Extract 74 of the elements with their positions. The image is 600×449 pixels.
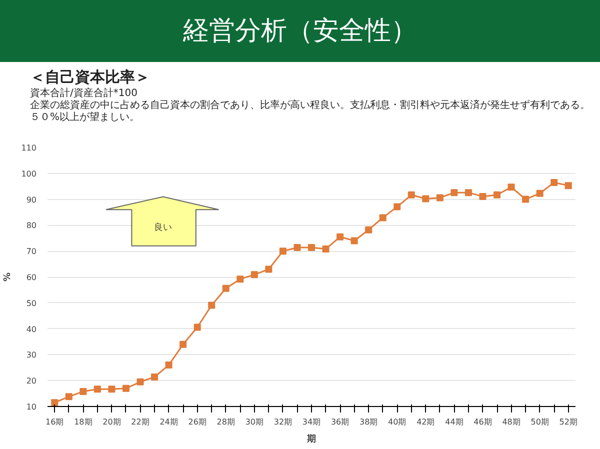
x-tick-label: 20期 bbox=[102, 418, 121, 426]
x-tick-label: 26期 bbox=[188, 418, 206, 426]
x-tick-label: 32期 bbox=[274, 418, 292, 426]
point bbox=[279, 248, 286, 255]
point bbox=[194, 324, 201, 331]
point bbox=[236, 276, 244, 283]
y-tick-label: 90 bbox=[26, 195, 37, 204]
point bbox=[464, 189, 472, 196]
x-tick-label: 16期 bbox=[46, 418, 64, 426]
point bbox=[294, 244, 301, 251]
text: 資本合計/資産合計*100 bbox=[30, 88, 138, 100]
point bbox=[208, 302, 216, 309]
point bbox=[408, 191, 415, 198]
point bbox=[350, 237, 358, 244]
x-tick-label: 40期 bbox=[388, 418, 406, 426]
y-tick-label: 60 bbox=[26, 273, 37, 282]
x-tick-label: 34期 bbox=[302, 418, 321, 426]
point bbox=[51, 399, 58, 406]
point bbox=[65, 393, 72, 400]
point bbox=[250, 271, 258, 278]
x-tick-label: 44期 bbox=[445, 418, 464, 426]
x-tick-label: 42期 bbox=[416, 418, 435, 426]
y-tick-label: 110 bbox=[21, 144, 37, 152]
text: 企業の総資産の中に占める自己資本の割合であり、比率が高い程良い。支払利息・割引料や元本返済が発生せず有利である。５０%以上が望ましい。 bbox=[30, 100, 590, 124]
y-tick-label: 100 bbox=[21, 169, 37, 178]
point bbox=[394, 203, 401, 210]
x-tick-label: 28期 bbox=[216, 418, 235, 426]
chart-title: 経営分析（安全性） bbox=[183, 15, 417, 48]
point bbox=[508, 184, 515, 191]
point bbox=[422, 195, 430, 202]
y-tick-label: 20 bbox=[26, 376, 37, 386]
point bbox=[494, 191, 501, 198]
chart-subtitle: ＜自己資本比率＞ bbox=[30, 67, 151, 88]
y-tick-label: 80 bbox=[26, 221, 37, 230]
point bbox=[479, 192, 486, 200]
point bbox=[165, 362, 172, 369]
x-tick-label: 52期 bbox=[559, 418, 578, 426]
point bbox=[80, 388, 87, 395]
y-tick-label: 10 bbox=[26, 402, 37, 412]
x-tick-label: 46期 bbox=[474, 418, 492, 426]
point bbox=[122, 384, 130, 392]
y-tick-label: 30 bbox=[26, 350, 37, 360]
point bbox=[379, 214, 386, 222]
point bbox=[180, 340, 187, 348]
point bbox=[308, 244, 315, 251]
x-tick-label: 22期 bbox=[131, 418, 150, 426]
x-tick-label: 18期 bbox=[74, 418, 92, 426]
x-tick-label: 50期 bbox=[530, 418, 549, 426]
point bbox=[564, 182, 572, 190]
point bbox=[108, 386, 116, 393]
x-tick-label: 24期 bbox=[160, 418, 178, 426]
point bbox=[222, 284, 230, 292]
point bbox=[265, 266, 272, 273]
point bbox=[322, 246, 330, 253]
annotation: 良い bbox=[154, 222, 172, 233]
point bbox=[151, 373, 158, 380]
y-tick-label: 50 bbox=[26, 298, 37, 308]
y-axis-title: % bbox=[3, 272, 14, 282]
point bbox=[550, 178, 558, 186]
point bbox=[136, 378, 144, 386]
x-tick-label: 36期 bbox=[330, 418, 350, 426]
point bbox=[450, 189, 458, 196]
y-tick-label: 40 bbox=[26, 324, 37, 334]
x-tick-label: 38期 bbox=[359, 418, 378, 426]
point bbox=[536, 190, 544, 197]
y-tick-label: 70 bbox=[26, 247, 37, 256]
point bbox=[522, 196, 530, 203]
x-tick-label: 48期 bbox=[502, 418, 520, 426]
x-tick-label: 30期 bbox=[245, 418, 264, 426]
point bbox=[436, 194, 444, 202]
point bbox=[94, 386, 101, 393]
point bbox=[365, 226, 372, 234]
x-axis-title: 期 bbox=[306, 434, 316, 444]
point bbox=[336, 233, 344, 240]
